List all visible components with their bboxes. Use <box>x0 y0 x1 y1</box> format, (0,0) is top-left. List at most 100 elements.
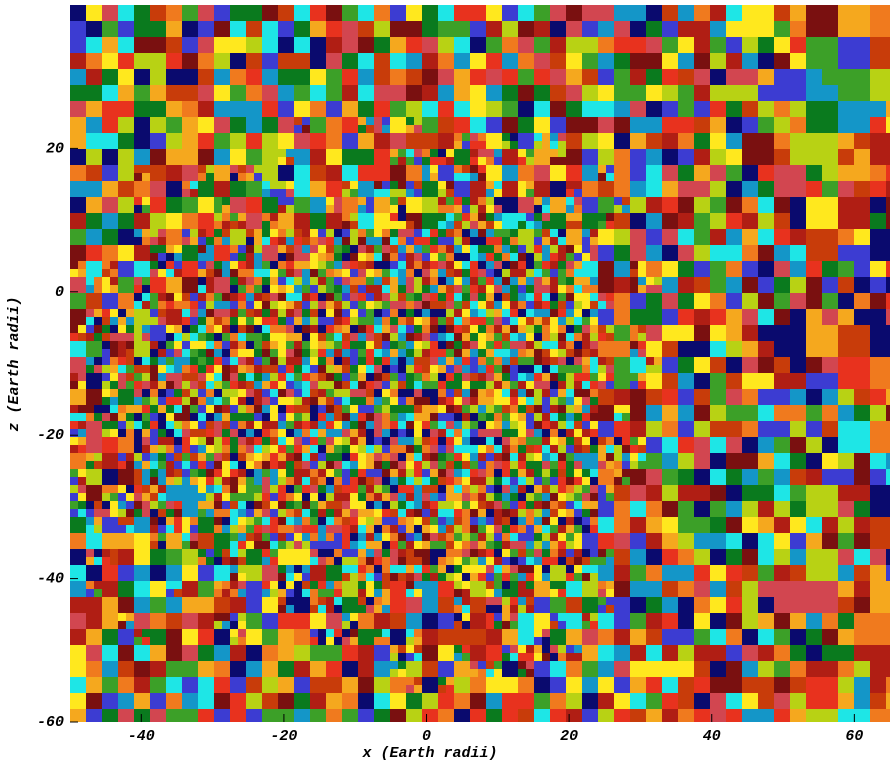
mesh-block <box>102 37 119 54</box>
mesh-block <box>790 357 807 374</box>
mesh-block <box>150 493 159 502</box>
mesh-block <box>150 677 167 694</box>
mesh-block <box>198 325 207 334</box>
mesh-block <box>662 325 679 342</box>
mesh-block <box>582 133 599 150</box>
mesh-block <box>86 485 103 502</box>
mesh-block <box>694 117 711 134</box>
mesh-block <box>694 421 711 438</box>
mesh-block <box>518 405 527 414</box>
mesh-block <box>174 381 183 390</box>
mesh-block <box>446 237 455 246</box>
mesh-block <box>358 309 367 318</box>
mesh-block <box>478 301 487 310</box>
mesh-block <box>558 269 567 278</box>
mesh-block <box>246 301 255 310</box>
mesh-block <box>238 517 247 526</box>
mesh-block <box>566 149 583 166</box>
mesh-block <box>558 349 567 358</box>
mesh-block <box>822 277 839 294</box>
mesh-block <box>134 357 143 366</box>
mesh-block <box>110 317 119 326</box>
mesh-block <box>886 565 890 582</box>
mesh-block <box>294 517 303 526</box>
mesh-block <box>582 37 599 54</box>
mesh-block <box>86 437 103 454</box>
mesh-block <box>614 405 623 414</box>
mesh-block <box>534 149 551 166</box>
mesh-block <box>238 613 247 622</box>
mesh-block <box>678 725 695 742</box>
mesh-block <box>286 285 295 294</box>
mesh-block <box>126 333 135 342</box>
mesh-block <box>118 53 135 70</box>
mesh-block <box>382 589 391 598</box>
mesh-block <box>534 181 551 198</box>
mesh-block <box>790 309 807 326</box>
mesh-block <box>574 205 583 214</box>
mesh-block <box>646 725 663 742</box>
mesh-block <box>358 421 367 430</box>
mesh-block <box>494 245 503 254</box>
mesh-block <box>550 541 559 550</box>
mesh-block <box>486 693 503 710</box>
mesh-block <box>118 645 135 662</box>
mesh-block <box>550 429 559 438</box>
mesh-block <box>166 389 175 398</box>
mesh-block <box>126 357 135 366</box>
mesh-block <box>198 101 215 118</box>
mesh-block <box>302 125 311 134</box>
mesh-block <box>238 301 247 310</box>
mesh-block <box>646 613 663 630</box>
mesh-block <box>222 341 231 350</box>
mesh-block <box>278 517 287 526</box>
mesh-block <box>622 445 631 454</box>
mesh-block <box>470 341 479 350</box>
mesh-block <box>742 197 759 214</box>
mesh-block <box>158 517 167 526</box>
mesh-block <box>334 517 343 526</box>
mesh-block <box>366 197 375 206</box>
mesh-block <box>214 461 223 470</box>
mesh-block <box>870 405 887 422</box>
mesh-block <box>406 317 415 326</box>
mesh-block <box>102 5 119 22</box>
mesh-block <box>534 397 543 406</box>
mesh-block <box>286 589 295 598</box>
mesh-block <box>398 229 407 238</box>
mesh-block <box>150 709 167 726</box>
mesh-block <box>110 493 119 502</box>
mesh-block <box>486 69 503 86</box>
mesh-block <box>246 741 263 758</box>
mesh-block <box>318 605 327 614</box>
mesh-block <box>838 517 855 534</box>
mesh-block <box>254 237 263 246</box>
mesh-block <box>854 469 871 486</box>
mesh-block <box>438 277 447 286</box>
mesh-block <box>854 277 871 294</box>
mesh-block <box>886 405 890 422</box>
mesh-block <box>598 37 615 54</box>
mesh-block <box>478 133 487 142</box>
mesh-block <box>526 645 535 654</box>
mesh-block <box>582 757 599 763</box>
mesh-block <box>470 693 487 710</box>
mesh-block <box>494 333 503 342</box>
mesh-block <box>230 413 239 422</box>
mesh-block <box>710 613 727 630</box>
mesh-block <box>150 21 167 38</box>
mesh-block <box>390 117 407 134</box>
mesh-block <box>462 477 471 486</box>
mesh-block <box>806 645 823 662</box>
mesh-block <box>638 453 647 462</box>
mesh-block <box>270 437 279 446</box>
mesh-block <box>382 453 391 462</box>
mesh-block <box>374 293 383 302</box>
mesh-block <box>598 469 615 486</box>
mesh-block <box>366 285 375 294</box>
mesh-block <box>598 357 607 366</box>
mesh-block <box>870 549 887 566</box>
mesh-block <box>262 133 279 150</box>
mesh-block <box>246 181 263 198</box>
mesh-block <box>606 581 615 590</box>
